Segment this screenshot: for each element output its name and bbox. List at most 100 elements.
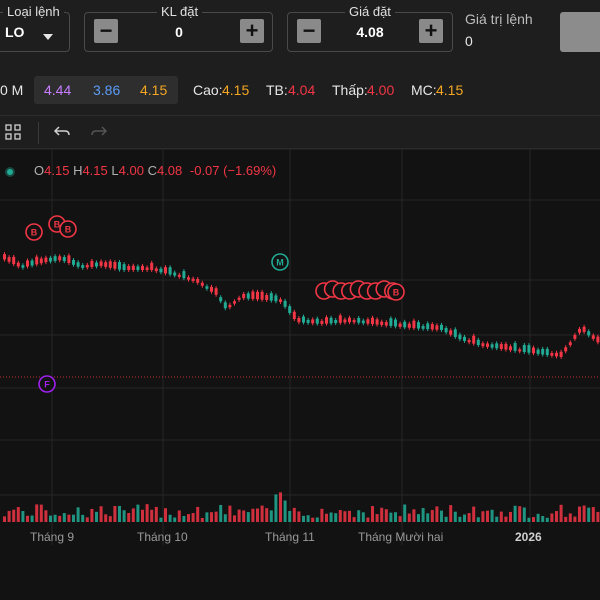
volume-bar xyxy=(182,515,186,522)
volume-bar xyxy=(444,516,448,522)
buy-marker-letter: B xyxy=(54,220,61,230)
volume-bar xyxy=(564,516,568,522)
candle-body xyxy=(444,327,448,333)
f-marker: F xyxy=(38,375,56,393)
price-increase-button[interactable]: + xyxy=(419,19,443,43)
candle-body xyxy=(596,336,600,343)
candle-body xyxy=(168,267,172,275)
volume-bar xyxy=(283,500,287,522)
quantity-stepper: KL đặt − 0 + xyxy=(84,4,273,52)
candle-body xyxy=(467,339,471,343)
candle-body xyxy=(403,321,407,328)
volume-bar xyxy=(233,515,236,522)
status-dot-icon xyxy=(4,165,16,183)
candle-body xyxy=(265,295,269,301)
candle-body xyxy=(187,277,190,280)
candle-body xyxy=(62,257,66,262)
submit-order-button[interactable] xyxy=(560,12,600,52)
ohlc-legend: O4.15 H4.15 L4.00 C4.08 -0.07 (−1.69%) xyxy=(34,163,276,178)
candle-body xyxy=(279,299,282,302)
volume-bar xyxy=(329,512,333,522)
candle-body xyxy=(490,344,494,348)
candle-body xyxy=(509,346,512,351)
candle-body xyxy=(292,311,296,320)
price-decrease-button[interactable]: − xyxy=(297,19,321,43)
candle-body xyxy=(518,349,522,352)
candle-body xyxy=(559,351,563,357)
candle-body xyxy=(196,279,200,283)
grid-icon[interactable] xyxy=(5,124,21,145)
volume-bar xyxy=(44,510,48,522)
quantity-increase-button[interactable]: + xyxy=(240,19,264,43)
volume-bar xyxy=(371,506,374,522)
volume-bar xyxy=(338,510,342,522)
candle-body xyxy=(12,256,16,265)
volume-bar xyxy=(518,506,522,522)
volume-bar xyxy=(398,516,402,522)
candle-body xyxy=(104,262,108,267)
price-label: Giá đặt xyxy=(345,4,395,20)
redo-icon[interactable] xyxy=(90,124,108,145)
undo-icon[interactable] xyxy=(53,124,71,145)
volume-bar xyxy=(527,517,531,522)
candle-body xyxy=(550,352,554,356)
toolbar-divider xyxy=(38,122,39,144)
candle-body xyxy=(233,301,236,304)
candle-body xyxy=(219,297,223,302)
time-axis[interactable]: Tháng 9 Tháng 10 Tháng 11 Tháng Mười hai… xyxy=(0,530,600,600)
candle-body xyxy=(380,321,384,326)
chart-toolbar xyxy=(0,115,600,149)
candle-body xyxy=(435,325,439,330)
volume-bar xyxy=(435,506,439,522)
volume-bar xyxy=(67,514,71,522)
volume-bar xyxy=(407,513,411,522)
candle-body xyxy=(288,306,292,313)
candle-body xyxy=(237,297,241,300)
volume-bar xyxy=(113,505,117,522)
volume-bar xyxy=(297,511,301,522)
candle-body xyxy=(159,268,163,273)
candle-body xyxy=(430,324,434,330)
volume-bar xyxy=(357,510,361,522)
candle-body xyxy=(260,291,264,300)
candle-body xyxy=(90,260,94,267)
candle-body xyxy=(486,343,489,347)
order-entry-bar: Loại lệnh LO KL đặt − 0 + Giá đặt − 4.08… xyxy=(0,0,600,62)
candle-body xyxy=(499,344,503,349)
volume-bar xyxy=(292,507,296,522)
order-type-select[interactable]: Loại lệnh LO xyxy=(0,4,70,52)
candle-body xyxy=(118,262,121,270)
candle-body xyxy=(95,262,98,267)
volume-bar xyxy=(210,512,213,522)
volume-bar xyxy=(463,514,466,522)
candle-body xyxy=(49,257,52,262)
volume-bar xyxy=(279,492,282,522)
axis-label-sep: Tháng 9 xyxy=(30,530,75,544)
candle-body xyxy=(568,342,572,346)
candle-body xyxy=(173,272,177,276)
quantity-decrease-button[interactable]: − xyxy=(94,19,118,43)
buy-marker-ring xyxy=(25,223,43,241)
axis-label-nov: Tháng 11 xyxy=(265,530,315,544)
average-label: TB: xyxy=(266,82,288,98)
candle-body xyxy=(141,265,144,270)
volume-bar xyxy=(343,511,347,522)
volume-bar xyxy=(251,508,255,522)
quantity-value[interactable]: 0 xyxy=(175,24,183,40)
candle-body xyxy=(481,343,485,347)
axis-label-dec: Tháng Mười hai xyxy=(358,530,444,544)
volume-bar xyxy=(499,511,503,522)
candle-body xyxy=(154,268,158,272)
candle-body xyxy=(16,262,20,267)
price-value[interactable]: 4.08 xyxy=(356,24,384,40)
volume-bar xyxy=(559,504,563,522)
volume-bar xyxy=(246,512,250,522)
high-ohlc-value: 4.15 xyxy=(82,163,108,178)
volume-bar xyxy=(118,505,121,522)
price-stepper: Giá đặt − 4.08 + xyxy=(287,4,453,52)
candle-body xyxy=(205,286,209,289)
candle-body xyxy=(417,322,420,329)
m-marker: M xyxy=(271,253,289,271)
